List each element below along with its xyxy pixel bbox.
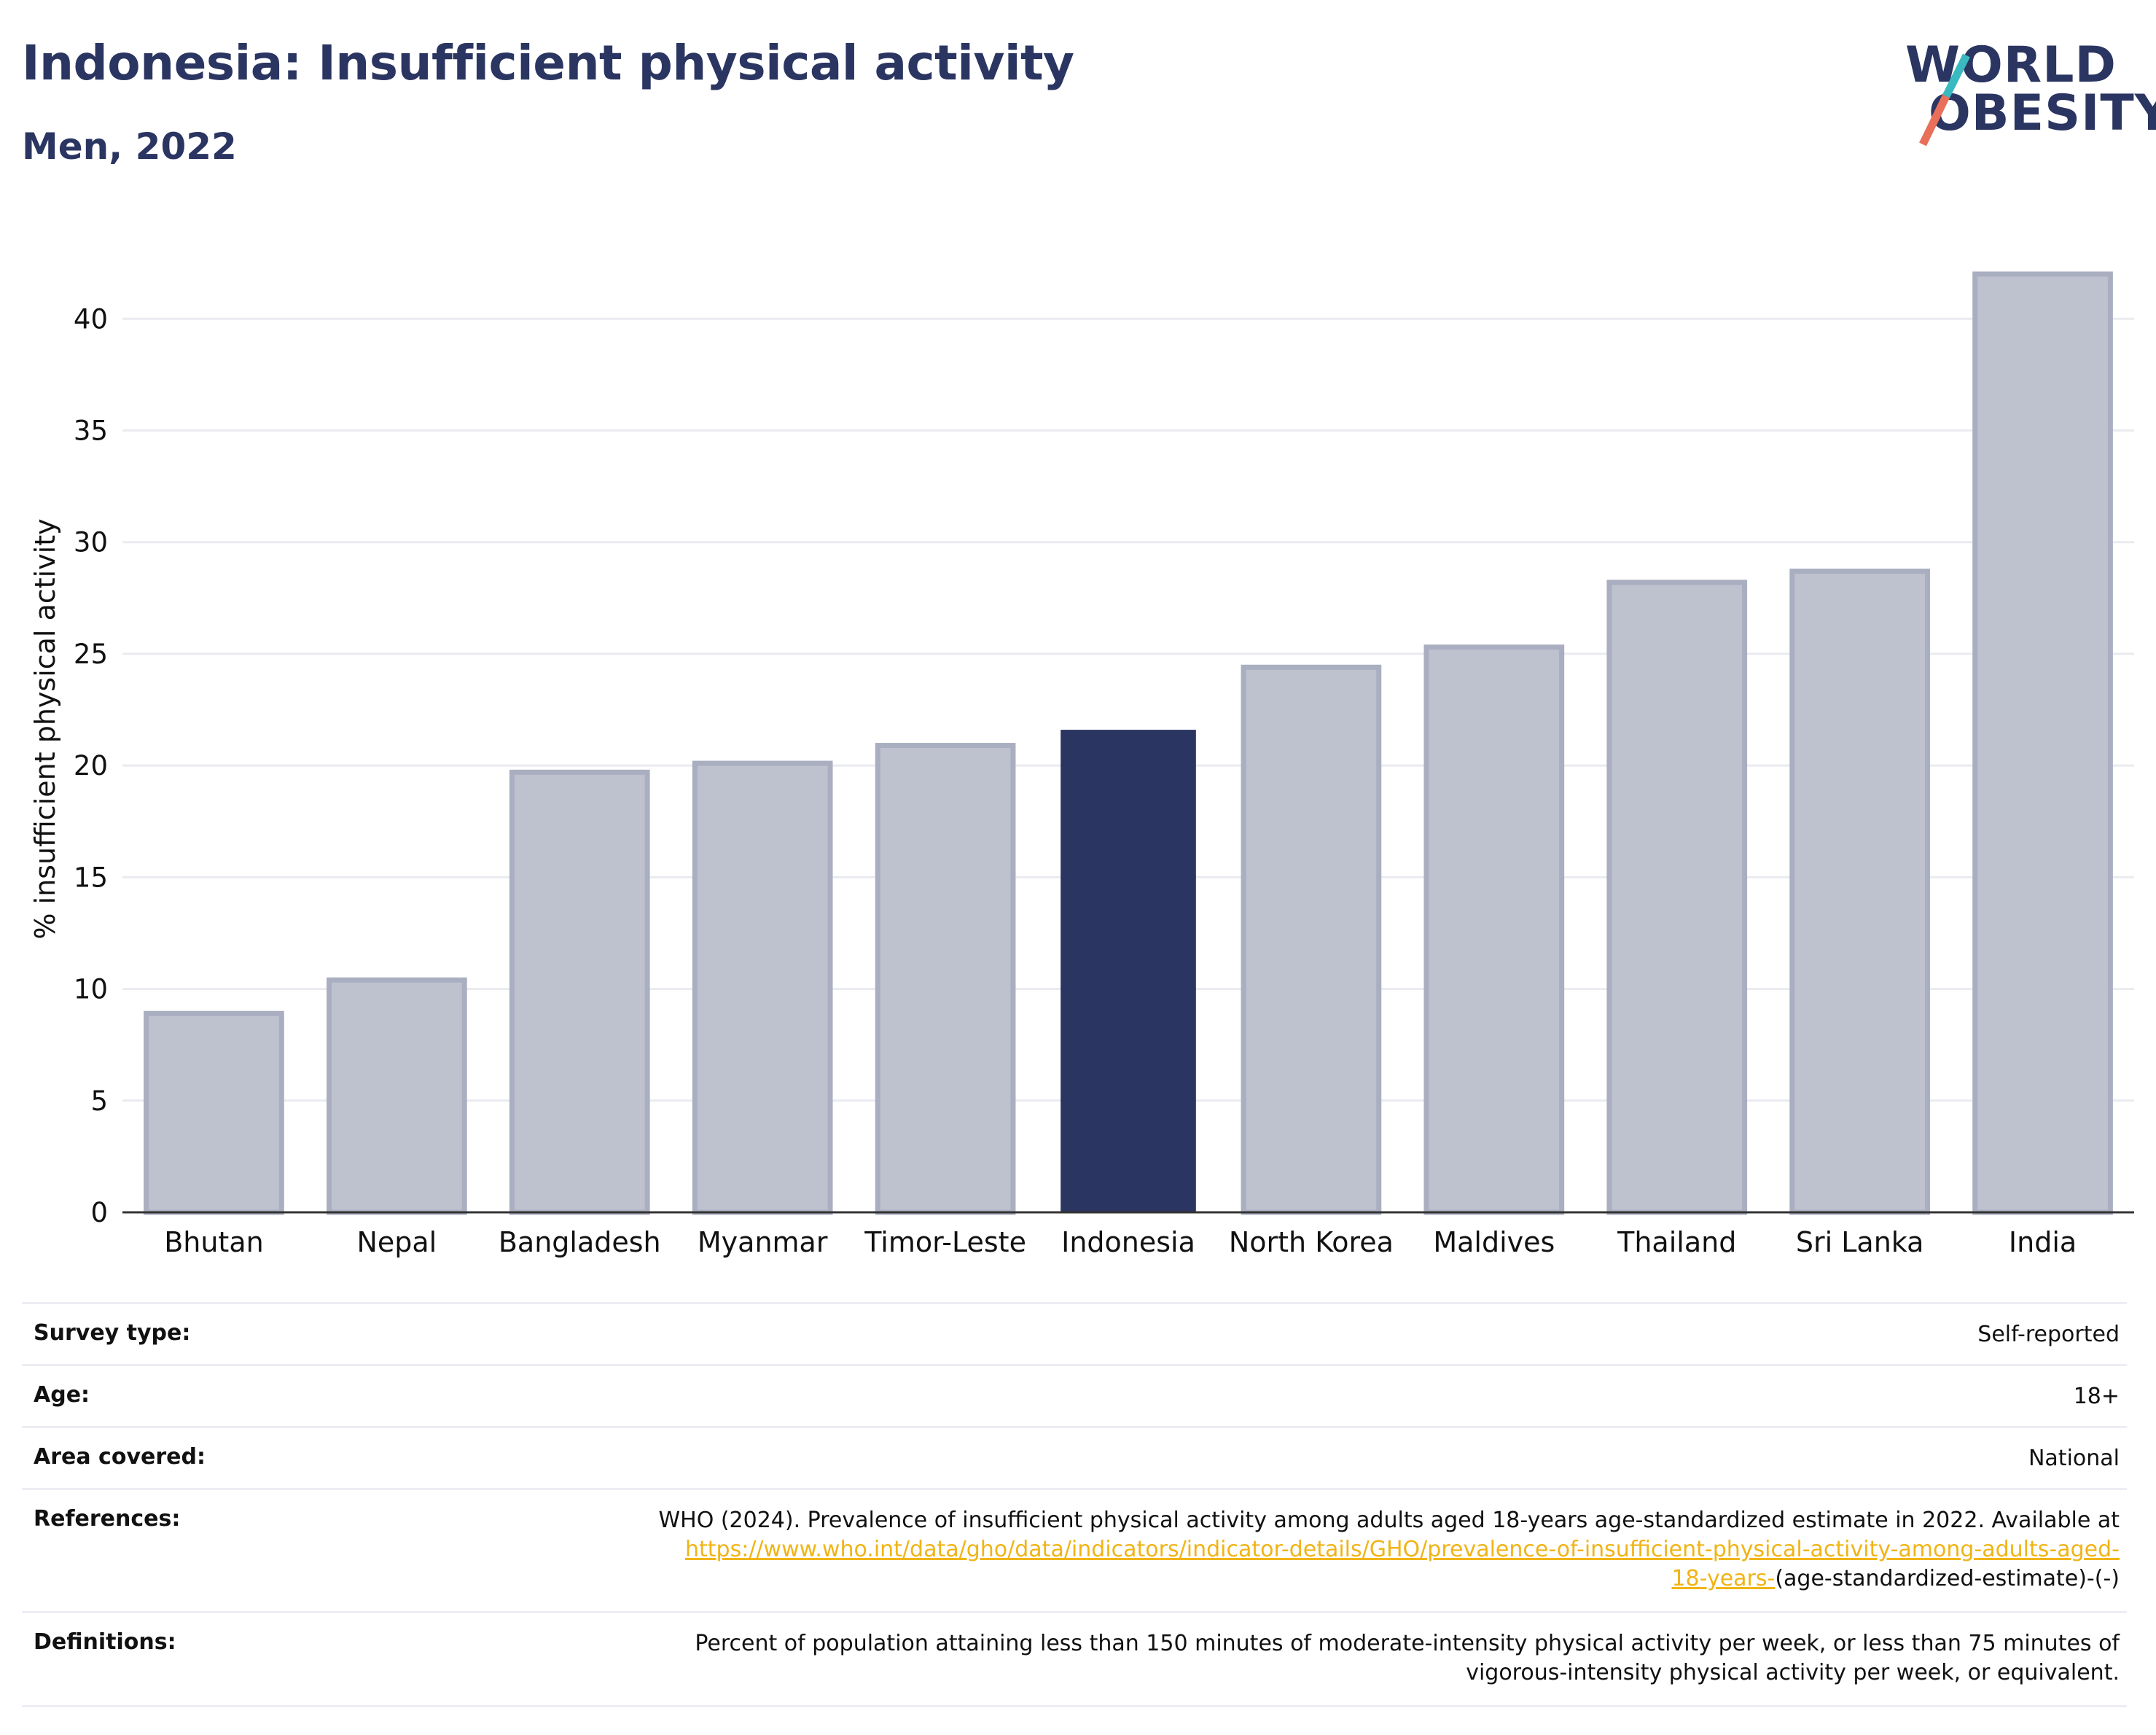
bar-indonesia <box>1061 730 1196 1212</box>
references-link-part1: https://www.who.int/data/gho/data/indica… <box>685 1537 2120 1562</box>
info-row-definitions: Definitions: Percent of population attai… <box>22 1611 2127 1707</box>
logo-slash-icon <box>1919 53 1970 147</box>
info-row-area: Area covered: National <box>22 1426 2127 1489</box>
x-tick-label: Bhutan <box>164 1226 264 1258</box>
references-link[interactable]: https://www.who.int/data/gho/data/indica… <box>685 1537 2120 1591</box>
y-tick-label: 10 <box>74 974 108 1005</box>
info-label: Survey type: <box>22 1302 413 1365</box>
y-tick-label: 25 <box>74 639 108 670</box>
definitions-line1: Percent of population attaining less tha… <box>695 1631 2120 1656</box>
bar-nepal <box>327 977 467 1215</box>
y-tick-label: 5 <box>90 1085 108 1117</box>
info-row-references: References: WHO (2024). Prevalence of in… <box>22 1488 2127 1613</box>
bar-myanmar <box>692 760 833 1215</box>
bars <box>144 271 2113 1215</box>
info-label: References: <box>22 1488 413 1613</box>
references-link-part2: 18-years- <box>1671 1566 1776 1591</box>
y-tick-label: 20 <box>74 750 108 781</box>
axes: 0 5 10 15 20 25 30 35 40 Bhutan Nepal Bangladesh Mya… <box>74 303 2134 1258</box>
x-tick-label: Timor-Leste <box>864 1226 1026 1258</box>
x-tick-label: Maldives <box>1433 1226 1555 1258</box>
y-tick-label: 15 <box>74 862 108 893</box>
info-label: Age: <box>22 1364 413 1427</box>
y-tick-label: 35 <box>74 415 108 446</box>
references-suffix: (age-standardized-estimate)-(-) <box>1775 1566 2120 1591</box>
x-tick-label: India <box>2009 1226 2077 1258</box>
bar-timor-leste <box>875 743 1016 1215</box>
bar-india <box>1972 271 2113 1215</box>
y-tick-label: 0 <box>90 1197 108 1228</box>
x-tick-label: Nepal <box>356 1226 437 1258</box>
info-value: 18+ <box>413 1364 2127 1427</box>
definitions-line2: vigorous-intensity physical activity per… <box>1466 1660 2120 1685</box>
y-tick-label: 30 <box>74 527 108 558</box>
chart-title: Indonesia: Insufficient physical activit… <box>22 35 1074 91</box>
bar-bangladesh <box>509 769 650 1215</box>
bar-chart: 0 5 10 15 20 25 30 35 40 Bhutan Nepal Bangladesh Mya… <box>74 271 2134 1258</box>
bar-maldives <box>1423 644 1565 1215</box>
x-tick-label: Myanmar <box>698 1226 828 1258</box>
x-tick-label: Thailand <box>1617 1226 1736 1258</box>
info-table: Survey type: Self-reported Age: 18+ Area… <box>22 1302 2127 1707</box>
x-tick-label: Indonesia <box>1061 1226 1195 1258</box>
references-text: WHO (2024). Prevalence of insufficient p… <box>658 1508 2120 1533</box>
logo-text-world: WORLD <box>1905 36 2117 94</box>
info-label: Area covered: <box>22 1426 413 1489</box>
bar-bhutan <box>144 1010 284 1215</box>
logo-text-obesity: OBESITY <box>1929 85 2156 142</box>
bar-north-korea <box>1241 664 1382 1215</box>
info-row-survey-type: Survey type: Self-reported <box>22 1302 2127 1365</box>
x-tick-label: North Korea <box>1229 1226 1394 1258</box>
y-tick-label: 40 <box>74 303 108 335</box>
bar-thailand <box>1606 580 1748 1215</box>
x-tick-label: Sri Lanka <box>1796 1226 1924 1258</box>
world-obesity-logo: WORLD OBESITY <box>1895 36 2156 160</box>
info-row-age: Age: 18+ <box>22 1364 2127 1427</box>
bar-sri-lanka <box>1789 569 1930 1215</box>
x-tick-label: Bangladesh <box>499 1226 661 1258</box>
references-value: WHO (2024). Prevalence of insufficient p… <box>413 1488 2127 1613</box>
info-value: National <box>413 1426 2127 1489</box>
info-value: Self-reported <box>413 1302 2127 1365</box>
definitions-value: Percent of population attaining less tha… <box>413 1611 2127 1707</box>
chart-subtitle: Men, 2022 <box>22 125 237 168</box>
info-label: Definitions: <box>22 1611 413 1707</box>
